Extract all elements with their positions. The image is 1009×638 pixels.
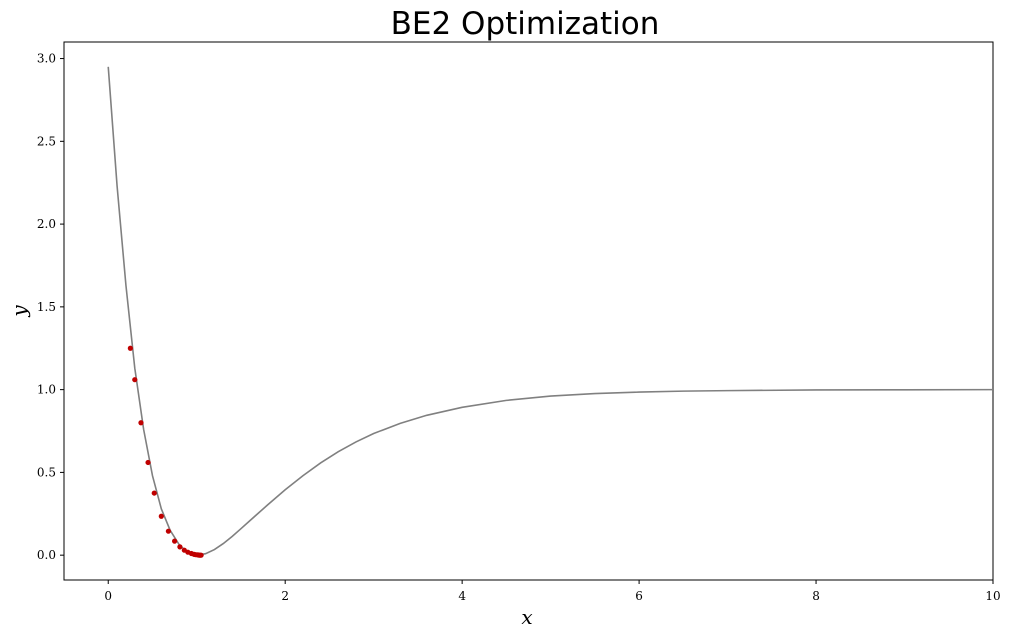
data-point [127, 345, 133, 351]
x-tick-label: 10 [985, 589, 1000, 603]
y-tick-label: 1.0 [37, 383, 56, 397]
curve-layer [107, 66, 994, 556]
plot-frame [63, 41, 994, 581]
y-tick-label: 2.5 [37, 134, 56, 148]
data-point [138, 420, 144, 426]
y-axis-label: y [7, 305, 31, 318]
data-point [145, 459, 151, 466]
y-tick-label: 0.5 [37, 465, 56, 479]
points-layer [127, 345, 204, 558]
y-tick-label: 3.0 [37, 52, 56, 66]
data-point [165, 528, 171, 534]
x-tick-label: 8 [812, 589, 820, 603]
x-axis-label: x [521, 605, 532, 629]
data-point [158, 513, 164, 519]
x-axis: 0 2 4 6 8 10 [104, 580, 1001, 603]
y-tick-label: 1.5 [37, 300, 56, 314]
x-tick-label: 4 [458, 589, 466, 603]
plot-area [63, 41, 994, 581]
y-axis: 0.0 0.5 1.0 1.5 2.0 2.5 3.0 [37, 52, 64, 562]
data-point [172, 538, 178, 544]
chart-title: BE2 Optimization [391, 6, 660, 42]
data-point [198, 552, 204, 558]
data-point [177, 544, 183, 550]
x-tick-label: 6 [635, 589, 643, 603]
y-tick-label: 2.0 [37, 217, 56, 231]
y-tick-label: 0.0 [37, 548, 56, 562]
data-point [132, 377, 138, 383]
data-point [151, 490, 157, 496]
series-line [107, 66, 994, 556]
x-tick-label: 2 [281, 589, 289, 603]
x-tick-label: 0 [104, 589, 112, 603]
